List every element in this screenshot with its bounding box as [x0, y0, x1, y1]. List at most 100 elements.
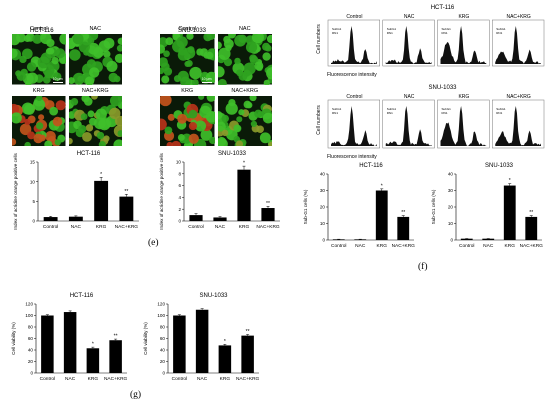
bar: [460, 238, 473, 240]
cell-dot: [217, 78, 227, 85]
panel-f-letter: (f): [418, 262, 428, 272]
cell-dot: [105, 60, 118, 72]
x-tick-label: KRG: [88, 376, 99, 382]
flow-gate-label: SubG1: [387, 27, 397, 31]
cell-dot: [173, 75, 182, 83]
significance-mark: *: [224, 339, 226, 345]
flow-ylabel: Cell numbers: [316, 105, 322, 135]
y-tick-label: 0: [322, 238, 325, 243]
x-tick-label: NAC+KRG: [256, 224, 280, 230]
f-hct-flow-histograms: HCT-116 Cell numbers Fluorescence intensit…: [315, 2, 550, 80]
e-snu-cell-line: SNU-1033: [178, 28, 207, 34]
cell-dot: [167, 113, 175, 121]
flow-histogram: [331, 106, 377, 146]
significance-mark: **: [401, 210, 405, 216]
cell-dot: [70, 97, 78, 105]
flow-histogram: [385, 26, 432, 64]
cell-dot: [87, 109, 94, 117]
y-tick-label: 40: [448, 172, 454, 177]
flow-plot-frame: [492, 19, 545, 67]
micrograph-control: Control 10 μm: [160, 26, 215, 85]
x-tick-label: Control: [459, 243, 474, 249]
cell-dot: [189, 66, 202, 80]
cell-dot: [54, 138, 62, 145]
cell-dot: [12, 103, 20, 115]
e-hct-cell-line: HCT-116: [30, 28, 54, 34]
significance-mark: *: [509, 178, 511, 184]
y-tick-label: 10: [448, 221, 454, 226]
micrograph-nac: NAC: [68, 26, 122, 85]
bar: [237, 169, 251, 221]
flow-plot-frame: [437, 99, 490, 149]
y-tick-label: 40: [320, 172, 326, 177]
y-tick-label: 10: [320, 221, 326, 226]
y-tick-label: 2: [178, 207, 181, 212]
flow-histogram: [385, 106, 432, 146]
micrograph-label: NAC+KRG: [231, 87, 259, 94]
bar: [86, 348, 100, 373]
cell-dot: [114, 115, 122, 126]
cell-dot: [264, 44, 272, 52]
micrograph-label: NAC+KRG: [81, 87, 109, 94]
cell-dot: [235, 140, 243, 146]
bar: [213, 217, 227, 221]
y-tick-label: 30: [320, 188, 326, 193]
flow-gate-label: SubG1: [442, 27, 452, 31]
flow-ylabel: Cell numbers: [316, 24, 322, 54]
significance-mark: **: [246, 329, 250, 335]
micrograph-label: Control: [178, 26, 197, 32]
cell-dot: [21, 102, 34, 115]
scale-bar-label: 10 μm: [52, 76, 63, 81]
micrograph-image: [217, 34, 272, 85]
bar: [241, 335, 254, 373]
cell-dot: [161, 75, 170, 84]
significance-mark: **: [529, 210, 533, 216]
x-tick-label: Control: [331, 243, 346, 249]
cell-dot: [235, 115, 242, 122]
cell-dot: [217, 47, 231, 60]
cell-dot: [16, 71, 26, 81]
cell-dot: [55, 99, 66, 110]
cell-dot: [55, 48, 66, 59]
cell-dot: [46, 47, 53, 55]
e-snu-micrograph-grid: Control 10 μm NAC KRG NAC+KRG: [160, 26, 272, 146]
cell-dot: [49, 106, 59, 116]
cell-dot: [117, 37, 122, 45]
g-hct-bar-chart: HCT-116 Cell viability (%) 0 20 40 60 80 100 120…: [11, 293, 128, 382]
cell-dot: [12, 111, 22, 124]
cell-dot: [88, 67, 99, 78]
bar: [173, 315, 186, 373]
bar: [119, 196, 134, 221]
chart-title: SNU-1033: [199, 293, 228, 299]
cell-dot: [113, 75, 120, 83]
cell-dot: [205, 51, 214, 60]
x-tick-label: NAC: [355, 243, 366, 249]
cell-dot: [84, 77, 92, 85]
y-tick-label: 100: [157, 313, 165, 318]
micrograph-label: NAC: [89, 26, 102, 32]
y-tick-label: 0: [450, 238, 453, 243]
chart-ylabel: Sub-G1 cells (%): [303, 189, 308, 224]
cell-dot: [171, 140, 182, 146]
cell-dot: [262, 112, 272, 123]
micrograph-image: [217, 95, 272, 146]
cell-dot: [44, 139, 53, 146]
cell-dot: [160, 117, 167, 130]
cell-dot: [92, 47, 104, 58]
cell-dot: [38, 134, 46, 141]
scale-bar: [52, 81, 63, 83]
cell-dot: [188, 121, 198, 130]
x-tick-label: Control: [40, 376, 55, 382]
cell-dot: [165, 37, 174, 46]
bar: [397, 216, 410, 240]
cell-dot: [172, 40, 185, 53]
flow-gate-label: SubG1: [332, 107, 342, 111]
x-tick-label: KRG: [377, 243, 388, 249]
cell-dot: [114, 53, 122, 63]
flow-xlabel: Fluorescence intensity: [327, 154, 377, 160]
cell-dot: [86, 59, 96, 69]
cell-dot: [45, 130, 56, 142]
cell-dot: [26, 62, 37, 72]
bar: [63, 312, 77, 373]
cell-dot: [24, 118, 31, 125]
